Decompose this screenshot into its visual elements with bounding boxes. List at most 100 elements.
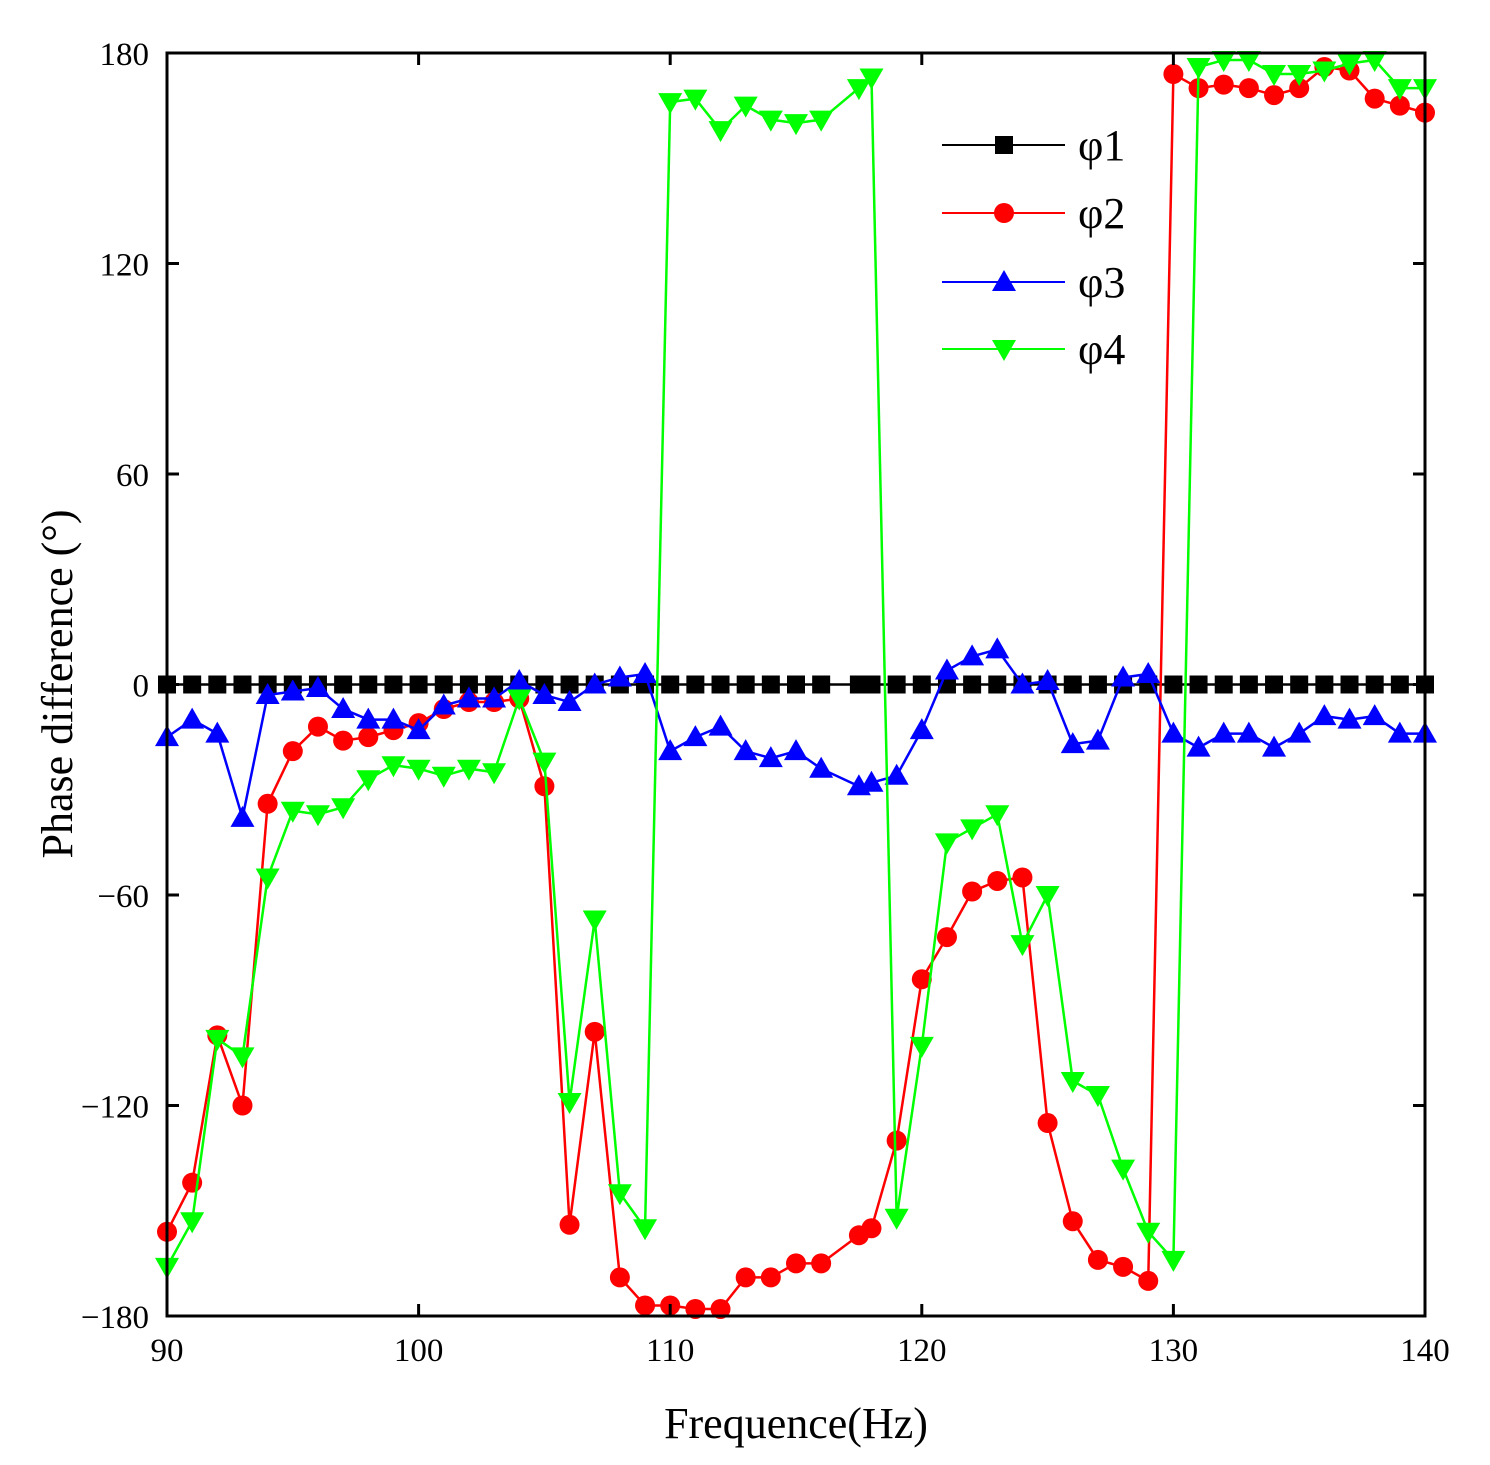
data-point-phi3	[884, 763, 909, 785]
data-point-phi3	[909, 718, 934, 740]
data-point-phi3	[633, 661, 658, 683]
data-point-phi2	[1138, 1270, 1159, 1291]
data-point-phi2	[962, 881, 983, 902]
series-phi4	[155, 51, 1437, 1279]
data-point-phi2	[635, 1295, 656, 1316]
data-point-phi1	[812, 675, 831, 694]
x-tick-label: 130	[1149, 1333, 1199, 1369]
data-point-phi2	[1213, 74, 1234, 95]
data-point-phi1	[787, 675, 805, 694]
data-point-phi4	[846, 79, 871, 101]
data-point-phi2	[936, 927, 957, 948]
legend-marker-shape	[995, 136, 1013, 154]
data-point-phi4	[532, 752, 557, 774]
y-tick-label: 60	[116, 458, 149, 494]
data-point-phi1	[711, 675, 730, 694]
data-point-phi2	[307, 716, 328, 737]
data-point-phi4	[1035, 886, 1060, 907]
data-point-phi4	[884, 1208, 909, 1230]
data-point-phi2	[911, 969, 932, 990]
data-point-phi3	[582, 672, 607, 694]
data-point-phi1	[1214, 675, 1233, 694]
data-point-phi2	[1087, 1249, 1108, 1270]
data-point-phi3	[456, 686, 481, 708]
data-point-phi3	[758, 746, 783, 768]
data-point-phi4	[381, 756, 406, 778]
data-point-phi2	[358, 727, 379, 748]
data-point-phi1	[963, 675, 982, 694]
ticks-layer: 90 100 110 120 130 140 −180 −120 −60 0 60 120 180	[81, 37, 1450, 1369]
data-point-phi3	[1010, 672, 1035, 694]
legend-label-phi1: φ1	[1078, 121, 1125, 170]
data-point-phi4	[1111, 1159, 1136, 1181]
data-point-phi2	[534, 776, 555, 797]
data-point-phi2	[1163, 64, 1184, 85]
data-point-phi3	[1362, 704, 1387, 726]
legend-marker-phi3	[992, 270, 1016, 291]
data-point-phi2	[257, 793, 278, 814]
data-point-phi1	[887, 675, 906, 694]
data-point-phi4	[180, 1212, 205, 1234]
data-point-phi1	[988, 675, 1007, 694]
data-point-phi3	[1085, 728, 1110, 750]
data-point-phi2	[1264, 85, 1285, 106]
data-point-phi4	[633, 1219, 658, 1241]
series-line-phi4	[165, 58, 1425, 1268]
data-point-phi4	[658, 93, 683, 115]
data-point-phi4	[758, 110, 783, 132]
data-point-phi3	[784, 739, 808, 761]
data-point-phi3	[406, 718, 431, 740]
data-point-phi3	[1136, 661, 1161, 683]
legend-entry-phi3: φ3	[942, 258, 1125, 307]
data-point-phi2	[786, 1253, 806, 1274]
data-point-phi1	[208, 675, 227, 694]
data-point-phi3	[1287, 721, 1312, 743]
y-axis-title: Phase difference (°)	[33, 509, 82, 858]
data-point-phi1	[183, 675, 202, 694]
data-point-phi3	[255, 683, 280, 705]
data-point-phi2	[685, 1298, 706, 1319]
data-point-phi2	[1389, 95, 1410, 116]
series-phi1	[158, 675, 1434, 694]
data-point-phi2	[735, 1267, 756, 1288]
data-point-phi4	[1010, 935, 1035, 957]
data-point-phi3	[658, 739, 683, 761]
y-tick-label: −60	[97, 879, 149, 915]
data-point-phi3	[934, 658, 959, 680]
y-tick-label: −120	[81, 1090, 149, 1126]
data-point-phi1	[912, 675, 931, 694]
data-point-phi4	[1236, 51, 1261, 73]
data-point-phi4	[809, 110, 834, 132]
legend-marker-phi4	[992, 340, 1016, 361]
data-point-phi4	[1287, 65, 1312, 87]
legend-entry-phi2: φ2	[942, 189, 1125, 238]
data-point-phi2	[886, 1130, 907, 1151]
data-point-phi1	[334, 675, 353, 694]
legend-label-phi2: φ2	[1078, 189, 1125, 238]
data-point-phi2	[1062, 1211, 1083, 1232]
data-point-phi4	[1312, 61, 1337, 83]
data-point-phi1	[1265, 675, 1284, 694]
legend-marker-shape	[992, 340, 1016, 361]
data-point-phi4	[1085, 1085, 1110, 1107]
data-point-phi2	[710, 1298, 731, 1319]
data-point-phi4	[909, 1036, 934, 1058]
data-point-phi3	[482, 686, 507, 708]
data-point-phi3	[1262, 735, 1287, 757]
x-tick-label: 90	[151, 1333, 184, 1369]
data-point-phi1	[1340, 675, 1359, 694]
data-point-phi4	[683, 89, 708, 111]
data-point-phi2	[1012, 867, 1033, 888]
x-axis-title: Frequence(Hz)	[664, 1399, 928, 1448]
data-point-phi3	[1312, 704, 1337, 726]
data-point-phi4	[960, 819, 985, 841]
data-point-phi1	[1390, 675, 1409, 694]
data-point-phi4	[406, 759, 431, 781]
data-point-phi4	[331, 798, 356, 820]
data-point-phi2	[811, 1253, 832, 1274]
data-point-phi1	[736, 675, 755, 694]
data-point-phi2	[1037, 1113, 1058, 1134]
data-point-phi3	[960, 644, 985, 666]
data-point-phi2	[861, 1218, 882, 1239]
data-point-phi3	[1186, 735, 1211, 757]
